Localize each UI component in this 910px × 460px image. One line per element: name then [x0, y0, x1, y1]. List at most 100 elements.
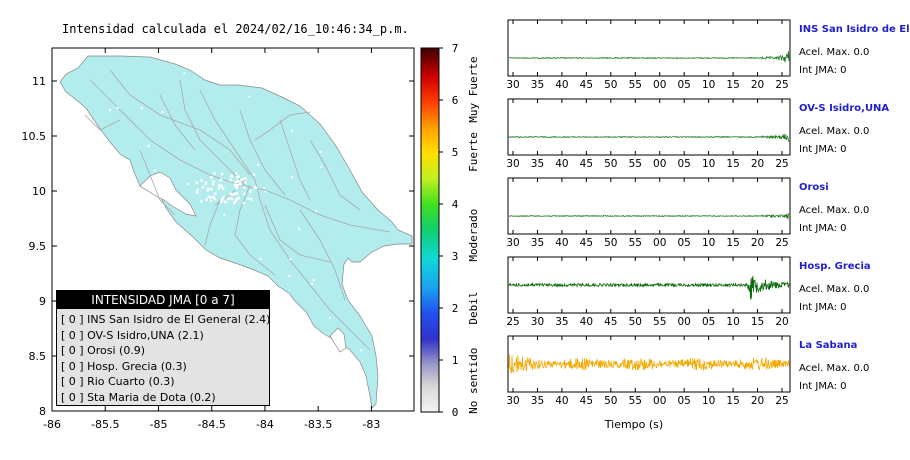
waveform-tick-label: 00 — [653, 237, 666, 249]
waveform-tick-label: 15 — [726, 395, 739, 407]
colorbar-tick-label: 2 — [452, 302, 459, 315]
road — [279, 119, 311, 201]
city-marker — [280, 338, 283, 341]
map-x-tick-label: -85 — [149, 418, 167, 431]
station-max-acceleration: Acel. Max. 0.0 — [799, 47, 870, 58]
waveform-tick-label: 05 — [677, 79, 690, 91]
city-marker — [210, 187, 213, 191]
city-marker — [240, 178, 243, 182]
waveform-tick-label: 00 — [653, 395, 666, 407]
road — [264, 204, 331, 263]
road — [159, 94, 196, 151]
map-x-tick-label: -83 — [362, 418, 380, 431]
waveform-tick-label: 40 — [580, 316, 593, 328]
map-y-tick-label: 10 — [32, 185, 46, 198]
waveform-tick-label: 10 — [702, 395, 715, 407]
waveform-tick-label: 50 — [604, 237, 617, 249]
city-marker — [213, 172, 216, 175]
map-x-tick-label: -84.5 — [197, 418, 225, 431]
map-x-tick-label: -86 — [43, 418, 61, 431]
city-marker — [209, 196, 212, 199]
city-marker — [289, 258, 292, 261]
waveform-tick-label: 35 — [531, 237, 544, 249]
waveform-tick-label: 40 — [555, 237, 568, 249]
city-marker — [235, 172, 238, 175]
map-y-tick-label: 9 — [39, 295, 46, 308]
waveform-tick-label: 55 — [629, 79, 642, 91]
station-name: Orosi — [799, 182, 829, 193]
city-marker — [254, 186, 258, 190]
colorbar-tick-label: 7 — [452, 42, 459, 55]
road — [199, 89, 371, 351]
waveform-tick-label: 45 — [580, 237, 593, 249]
city-marker — [205, 198, 208, 201]
waveform-tick-label: 00 — [653, 79, 666, 91]
city-marker — [207, 195, 211, 199]
city-marker — [235, 185, 239, 188]
city-marker — [145, 211, 148, 214]
colorbar-tick-label: 3 — [452, 250, 459, 263]
station-max-acceleration: Acel. Max. 0.0 — [799, 205, 870, 216]
waveform-tick-label: 30 — [506, 79, 519, 91]
waveform-x-axis-label: Tiempo (s) — [604, 418, 663, 431]
city-marker — [253, 186, 256, 189]
city-marker — [217, 184, 221, 187]
city-marker — [233, 192, 237, 196]
waveform-tick-label: 35 — [531, 79, 544, 91]
city-marker — [210, 175, 213, 179]
dulce-gulf — [329, 327, 347, 353]
city-marker — [319, 150, 322, 153]
waveform-tick-label: 30 — [506, 158, 519, 170]
city-marker — [295, 367, 298, 370]
city-marker — [87, 266, 90, 269]
map-y-tick-label: 10.5 — [22, 130, 47, 143]
waveform-frame — [507, 177, 791, 235]
road — [299, 209, 346, 301]
road — [204, 199, 221, 246]
city-marker — [204, 181, 207, 185]
city-marker — [233, 183, 237, 187]
city-marker — [253, 173, 256, 176]
city-marker — [140, 106, 143, 109]
city-marker — [222, 196, 225, 199]
waveform-tick-label: 25 — [775, 79, 788, 91]
city-marker — [214, 192, 217, 196]
station-name: INS San Isidro de El Ge — [799, 24, 910, 35]
city-marker — [247, 197, 250, 200]
city-marker — [186, 182, 189, 185]
station-jma-intensity: Int JMA: 0 — [799, 144, 847, 155]
city-marker — [242, 201, 246, 205]
waveform-tick-label: 55 — [629, 237, 642, 249]
waveform-tick-label: 20 — [751, 79, 764, 91]
city-marker — [227, 197, 230, 200]
colorbar-category-label: Moderado — [467, 209, 480, 262]
station-max-acceleration: Acel. Max. 0.0 — [799, 126, 870, 137]
city-marker — [372, 79, 375, 82]
city-marker — [231, 192, 235, 196]
waveform-tick-label: 25 — [506, 316, 519, 328]
waveform-tick-label: 20 — [751, 158, 764, 170]
waveform-tick-label: 50 — [604, 79, 617, 91]
waveform-tick-label: 50 — [604, 395, 617, 407]
map-y-tick-label: 8 — [39, 405, 46, 418]
waveform-frame — [507, 98, 791, 156]
colorbar-gradient — [420, 47, 440, 413]
waveform-panel: 30 35 40 45 50 55 00 05 10 15 20 25 — [506, 177, 791, 249]
waveform-trace — [508, 51, 790, 63]
station-name: OV-S Isidro,UNA — [799, 103, 890, 114]
city-marker — [320, 165, 323, 168]
city-marker — [298, 227, 301, 230]
road — [84, 114, 121, 131]
city-marker — [92, 191, 95, 194]
waveform-panel: 30 35 40 45 50 55 00 05 10 15 20 25 — [506, 98, 791, 170]
city-marker — [234, 180, 238, 184]
city-marker — [200, 200, 203, 203]
city-marker — [223, 213, 226, 216]
waveform-trace — [508, 275, 790, 300]
city-marker — [237, 196, 241, 200]
city-marker — [109, 109, 112, 112]
intensity-map: -86 -85.5 -85 -84.5 -84 -83.5 -83 11 10.5 10 9.5 9… — [22, 47, 415, 431]
city-marker — [116, 107, 119, 110]
intensity-legend: INTENSIDAD JMA [0 a 7] [ 0 ] INS San Isi… — [56, 290, 270, 406]
city-marker — [244, 177, 247, 180]
